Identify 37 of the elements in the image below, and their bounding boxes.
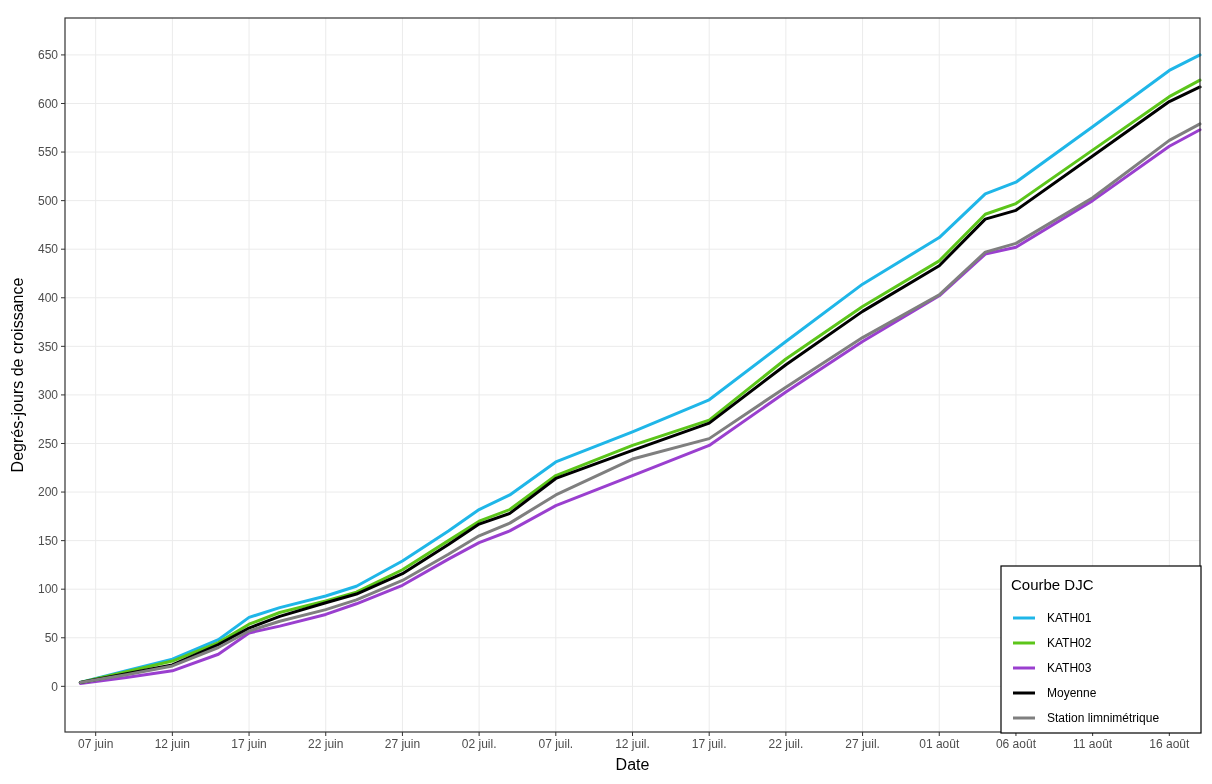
x-tick-label: 17 juil. <box>691 737 727 751</box>
y-tick-label: 550 <box>37 145 59 160</box>
y-tick-label: 300 <box>37 388 59 403</box>
legend-label: KATH02 <box>1047 636 1092 651</box>
legend-label: Moyenne <box>1047 686 1097 701</box>
y-tick-label: 150 <box>37 533 59 548</box>
x-tick-label: 07 juin <box>77 737 114 751</box>
y-tick-label: 0 <box>51 679 59 694</box>
y-tick-label: 450 <box>37 242 59 257</box>
y-tick-label: 500 <box>37 193 59 208</box>
legend-label: Station limnimétrique <box>1047 711 1160 726</box>
y-tick-label: 600 <box>37 96 59 111</box>
x-tick-label: 12 juil. <box>615 737 650 751</box>
x-tick-label: 12 juin <box>154 737 191 751</box>
y-tick-label: 650 <box>37 48 59 63</box>
x-tick-label: 27 juin <box>384 737 421 751</box>
legend-title: Courbe DJC <box>1011 576 1094 593</box>
y-tick-label: 400 <box>37 290 59 305</box>
y-tick-label: 200 <box>37 485 59 500</box>
x-tick-label: 22 juin <box>308 737 344 751</box>
x-tick-label: 27 juil. <box>845 737 880 751</box>
y-tick-label: 50 <box>44 630 59 645</box>
x-tick-label: 17 juin <box>231 737 267 751</box>
y-tick-label: 100 <box>37 582 59 597</box>
y-tick-label: 250 <box>37 436 59 451</box>
x-tick-label: 01 août <box>919 737 960 751</box>
legend-label: KATH01 <box>1047 611 1092 626</box>
x-tick-label: 06 août <box>995 737 1037 751</box>
x-axis-title: Date <box>615 756 650 773</box>
legend-label: KATH03 <box>1047 661 1092 676</box>
y-axis-title: Degrés-jours de croissance <box>9 277 26 473</box>
y-tick-label: 350 <box>37 339 59 354</box>
x-tick-label: 11 août <box>1073 737 1113 751</box>
x-tick-label: 07 juil. <box>538 737 574 751</box>
x-tick-label: 02 juil. <box>461 737 497 751</box>
x-tick-label: 16 août <box>1149 737 1190 751</box>
x-tick-label: 22 juil. <box>768 737 804 751</box>
